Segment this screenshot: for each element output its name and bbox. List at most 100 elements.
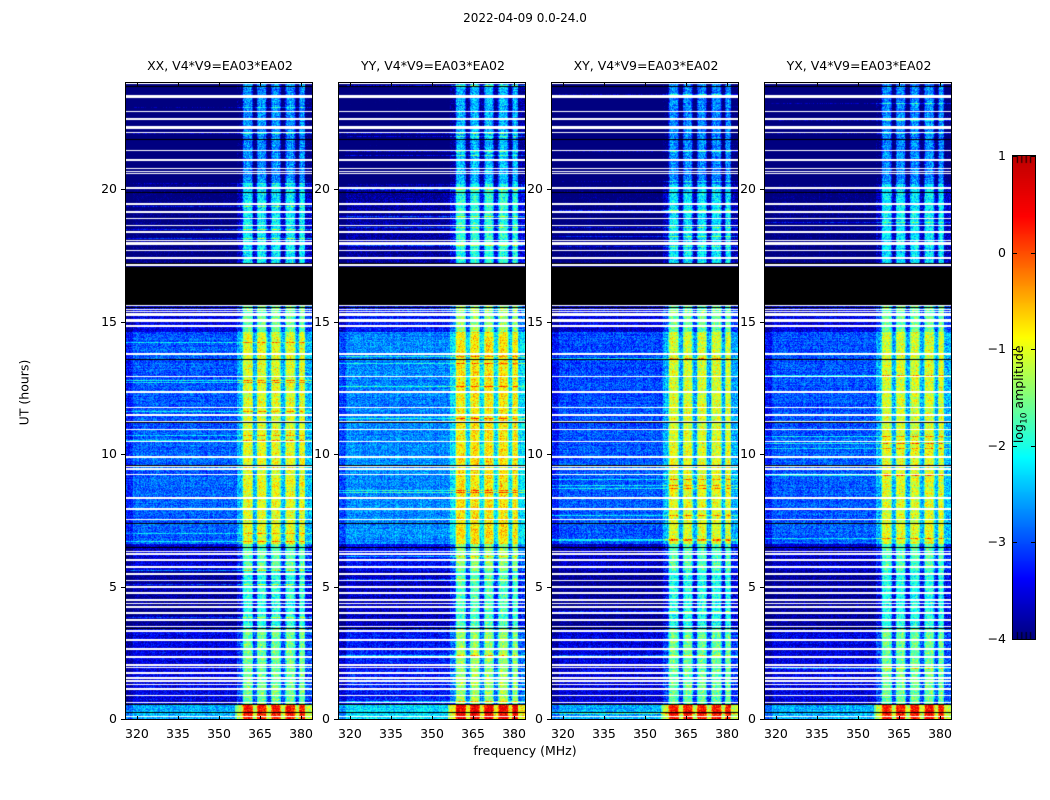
x-tick-label: 335: [592, 726, 616, 741]
panel-title-yy: YY, V4*V9=EA03*EA02: [361, 58, 505, 73]
y-tickmark: [334, 189, 338, 190]
waterfall-panel-xy[interactable]: [551, 82, 739, 720]
x-tickmark: [727, 716, 729, 720]
y-tickmark: [547, 321, 551, 323]
x-tick-label: 320: [125, 726, 149, 741]
x-tick-label: 335: [805, 726, 829, 741]
y-tick-label: 15: [740, 313, 756, 329]
y-tickmark: [760, 719, 764, 720]
y-tickmark: [334, 586, 338, 588]
x-tickmark: [301, 716, 303, 720]
waterfall-panel-yx[interactable]: [764, 82, 952, 720]
x-tickmark-top: [858, 82, 859, 86]
x-tick-label: 350: [846, 726, 870, 741]
y-tickmark: [760, 586, 764, 588]
x-tickmark: [390, 716, 392, 720]
panel-title-xy: XY, V4*V9=EA03*EA02: [573, 58, 719, 73]
y-tickmark: [334, 454, 338, 455]
y-tick-label: 5: [748, 578, 756, 594]
x-tick-label: 365: [461, 726, 485, 741]
x-tickmark: [260, 716, 262, 720]
y-tick-label: 10: [314, 446, 330, 461]
x-tickmark-top: [727, 82, 729, 86]
x-tickmark: [686, 716, 688, 720]
colorbar-tickmark-left: [1012, 156, 1017, 157]
panel-title-xx: XX, V4*V9=EA03*EA02: [147, 58, 293, 73]
x-tickmark-top: [349, 82, 351, 86]
y-tickmark: [334, 719, 338, 720]
colorbar-label-main: log: [1010, 424, 1026, 444]
y-tickmark: [121, 321, 125, 323]
x-tick-label: 350: [420, 726, 444, 741]
x-tick-label: 380: [715, 726, 739, 741]
colorbar-label-sub: 10: [1019, 412, 1030, 425]
waterfall-panel-yy[interactable]: [338, 82, 526, 720]
x-tickmark-top: [219, 82, 220, 86]
colorbar-tickmark: [1031, 156, 1036, 157]
colorbar-label-tail: amplitude: [1010, 345, 1026, 413]
x-tick-label: 365: [887, 726, 911, 741]
x-tickmark: [603, 716, 605, 720]
y-tickmark: [547, 719, 551, 720]
colorbar-tickmark-left: [1012, 639, 1017, 640]
y-tickmark: [760, 454, 764, 455]
waterfall-panel-xx[interactable]: [125, 82, 313, 720]
panel-title-yx: YX, V4*V9=EA03*EA02: [786, 58, 932, 73]
x-tick-label: 320: [551, 726, 575, 741]
y-tick-label: 0: [535, 711, 543, 726]
y-axis-label: UT (hours): [16, 359, 32, 426]
y-tick-label: 15: [101, 313, 117, 329]
x-tick-label: 350: [633, 726, 657, 741]
x-tickmark-top: [260, 82, 262, 86]
y-tick-label: 20: [101, 181, 117, 196]
y-tickmark: [121, 719, 125, 720]
y-tickmark: [547, 189, 551, 190]
x-tick-label: 320: [338, 726, 362, 741]
x-tickmark: [514, 716, 516, 720]
colorbar[interactable]: [1012, 155, 1036, 640]
colorbar-tick-label: −2: [987, 437, 1006, 453]
x-tickmark-top: [390, 82, 392, 86]
x-tickmark-top: [432, 82, 433, 86]
x-tickmark-top: [645, 82, 646, 86]
y-tickmark: [121, 189, 125, 190]
y-tick-label: 20: [740, 181, 756, 196]
x-tickmark: [562, 716, 564, 720]
colorbar-tickmark-left: [1012, 445, 1017, 447]
x-tick-label: 380: [502, 726, 526, 741]
x-tickmark: [645, 716, 646, 720]
x-tickmark-top: [775, 82, 777, 86]
x-tickmark-top: [514, 82, 516, 86]
y-tickmark: [121, 454, 125, 455]
y-tick-label: 20: [527, 181, 543, 196]
x-tickmark: [899, 716, 901, 720]
colorbar-tickmark: [1031, 252, 1036, 254]
x-tickmark: [177, 716, 179, 720]
y-tick-label: 15: [527, 313, 543, 329]
x-tickmark: [136, 716, 138, 720]
y-tick-label: 5: [322, 578, 330, 594]
x-tick-label: 380: [928, 726, 952, 741]
x-tickmark: [816, 716, 818, 720]
x-tick-label: 365: [674, 726, 698, 741]
colorbar-tick-label: −3: [987, 534, 1006, 550]
colorbar-tick-label: 0: [998, 244, 1006, 260]
x-axis-label: frequency (MHz): [473, 743, 577, 758]
colorbar-tick-label: −1: [987, 341, 1006, 357]
x-tick-label: 320: [764, 726, 788, 741]
x-tickmark-top: [686, 82, 688, 86]
x-tick-label: 380: [289, 726, 313, 741]
x-tickmark-top: [136, 82, 138, 86]
colorbar-tickmark-left: [1012, 252, 1017, 254]
y-tick-label: 0: [109, 711, 117, 726]
y-tickmark: [547, 586, 551, 588]
colorbar-tickmark: [1031, 349, 1036, 351]
y-tick-label: 5: [535, 578, 543, 594]
x-tickmark: [432, 716, 433, 720]
y-tick-label: 5: [109, 578, 117, 594]
colorbar-tickmark: [1031, 639, 1036, 640]
x-tickmark-top: [177, 82, 179, 86]
y-tick-label: 10: [527, 446, 543, 461]
colorbar-tickmark: [1031, 542, 1036, 544]
x-tick-label: 335: [379, 726, 403, 741]
